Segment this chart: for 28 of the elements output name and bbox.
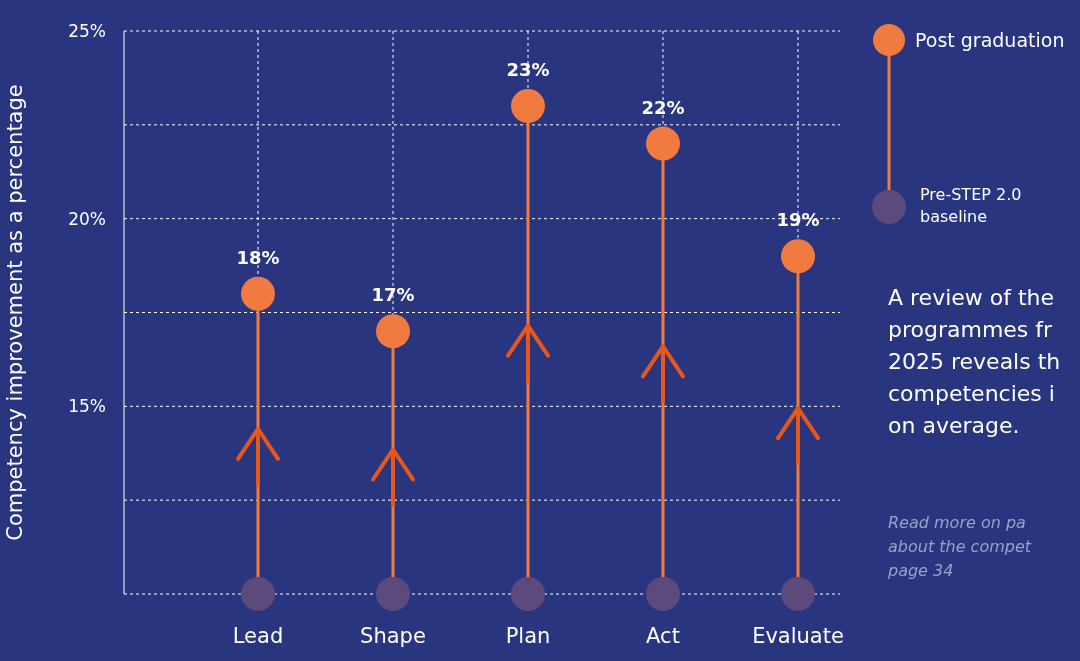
point [241, 577, 275, 611]
point [781, 577, 815, 611]
y-tick-label: 15% [68, 396, 106, 417]
y-tick-label: 20% [68, 208, 106, 229]
point [646, 577, 680, 611]
text: Read more on pa about the compet page 34 [887, 513, 1032, 580]
x-tick-label: Shape [360, 624, 426, 649]
data-label: 18% [236, 246, 280, 268]
y-axis-title: Competency improvement as a percentage [3, 84, 27, 541]
legend-label: Pre-STEP 2.0 baseline [920, 185, 1022, 226]
data-label: 23% [506, 59, 550, 81]
data-label: 22% [641, 96, 685, 118]
point [511, 89, 545, 124]
x-tick-label: Plan [505, 624, 551, 649]
data-label: 19% [776, 209, 820, 231]
data-label: 17% [371, 284, 415, 306]
point [646, 126, 680, 161]
y-tick-label: 25% [68, 20, 106, 41]
point [781, 239, 815, 274]
legend-label: Post graduation [915, 28, 1065, 51]
x-tick-label: Lead [232, 624, 284, 649]
point [511, 577, 545, 611]
x-tick-label: Act [646, 624, 680, 649]
point [376, 314, 410, 349]
x-tick-label: Evaluate [752, 624, 844, 649]
point [376, 577, 410, 611]
point [241, 276, 275, 311]
text: A review of the programmes fr 2025 reveals th competencies i on average. [888, 285, 1061, 438]
